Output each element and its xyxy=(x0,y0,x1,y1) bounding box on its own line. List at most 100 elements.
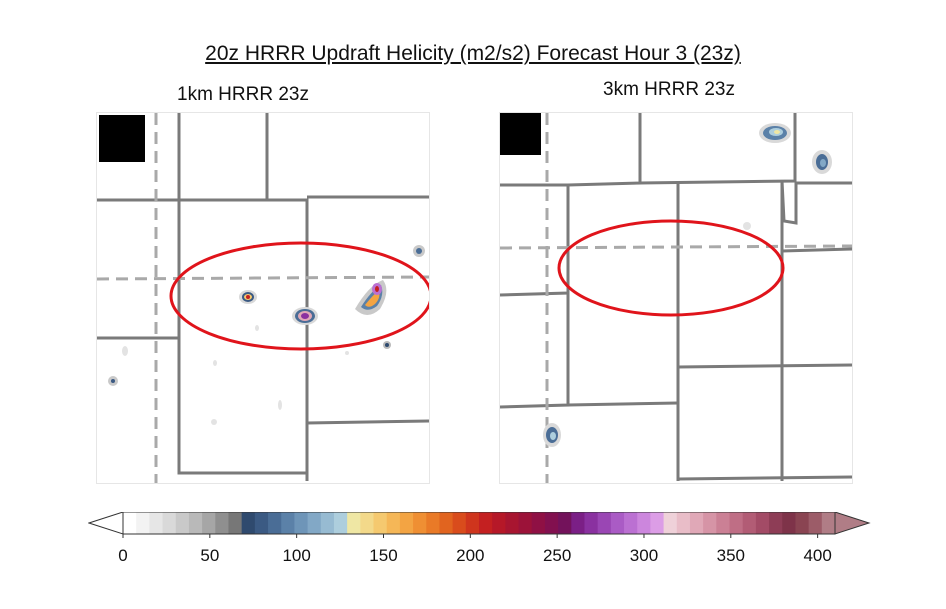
state-line xyxy=(500,244,852,250)
colorbar-svg: 0 50 100 150 200 250 300 350 400 xyxy=(87,511,871,565)
colorbar-swatch xyxy=(413,512,427,534)
mask-block xyxy=(99,115,145,162)
mask-block xyxy=(500,113,541,155)
storm-cell-g xyxy=(759,123,791,143)
county-line xyxy=(677,363,852,369)
colorbar-tick-label: 300 xyxy=(630,546,658,565)
colorbar-swatch xyxy=(821,512,836,534)
target-ellipse xyxy=(557,219,785,317)
colorbar-swatch xyxy=(769,512,783,534)
colorbar-swatch xyxy=(426,512,440,534)
colorbar-swatch xyxy=(650,512,665,534)
colorbar-swatch xyxy=(624,512,638,534)
colorbar-swatch xyxy=(123,512,137,534)
map-panel-1km xyxy=(96,112,430,484)
colorbar-swatch xyxy=(755,512,770,534)
colorbar-swatch xyxy=(597,512,612,534)
colorbar-swatch xyxy=(136,512,150,534)
storm-cell-h xyxy=(812,150,832,174)
faint-echoes xyxy=(122,325,349,425)
colorbar-swatch xyxy=(373,512,388,534)
colorbar-tick-label: 0 xyxy=(118,546,127,565)
colorbar-swatch xyxy=(782,512,796,534)
county-line xyxy=(500,293,570,409)
county-line xyxy=(639,113,797,185)
county-line xyxy=(500,183,570,297)
colorbar-swatch xyxy=(281,512,295,534)
colorbar-extend-min xyxy=(87,511,124,535)
storm-cell-d xyxy=(413,245,425,257)
colorbar-tick-label: 400 xyxy=(803,546,831,565)
map-panel-3km xyxy=(499,112,853,484)
storm-cell-f xyxy=(383,341,391,349)
county-line xyxy=(781,247,852,253)
colorbar-swatch xyxy=(241,512,256,534)
county-line xyxy=(567,401,679,407)
colorbar-swatch xyxy=(333,512,348,534)
colorbar-swatch xyxy=(610,512,625,534)
county-line xyxy=(177,338,307,475)
colorbar-swatch xyxy=(729,512,744,534)
panel-label-3km: 3km HRRR 23z xyxy=(603,79,735,100)
colorbar-swatch xyxy=(320,512,335,534)
colorbar-swatch xyxy=(571,512,585,534)
colorbar-swatch xyxy=(215,512,229,534)
county-line xyxy=(567,113,642,187)
storm-cell-i xyxy=(543,423,561,447)
county-line xyxy=(179,198,309,481)
map-3km-svg xyxy=(500,113,852,483)
colorbar-swatch xyxy=(399,512,414,534)
storm-cell-e xyxy=(108,376,118,386)
colorbar-swatch xyxy=(294,512,309,534)
colorbar-swatch xyxy=(452,512,467,534)
colorbar-swatch xyxy=(162,512,177,534)
colorbar-tick-label: 250 xyxy=(543,546,571,565)
colorbar-swatch xyxy=(479,512,493,534)
county-line xyxy=(306,419,429,425)
county-lines xyxy=(97,113,429,481)
colorbar-swatch xyxy=(492,512,506,534)
colorbar-swatch xyxy=(254,512,269,534)
colorbar-swatch xyxy=(465,512,480,534)
colorbar-swatch xyxy=(703,512,717,534)
colorbar-extend-max xyxy=(834,511,871,535)
colorbar-tick-label: 200 xyxy=(456,546,484,565)
colorbar-swatch xyxy=(742,512,757,534)
colorbar-swatch xyxy=(347,512,361,534)
colorbar-swatch xyxy=(558,512,572,534)
state-lines xyxy=(97,113,429,483)
colorbar: 0 50 100 150 200 250 300 350 400 xyxy=(87,511,874,582)
colorbar-tick-label: 350 xyxy=(717,546,745,565)
colorbar-swatch xyxy=(505,512,520,534)
colorbar-swatch xyxy=(663,512,678,534)
colorbar-swatch xyxy=(808,512,823,534)
colorbar-tick-label: 150 xyxy=(369,546,397,565)
storm-cell-a xyxy=(239,290,257,304)
colorbar-tick-label: 50 xyxy=(200,546,219,565)
colorbar-swatch xyxy=(202,512,216,534)
county-line xyxy=(179,113,269,202)
colorbar-swatch xyxy=(676,512,691,534)
colorbar-swatch xyxy=(439,512,454,534)
colorbar-swatch xyxy=(637,512,651,534)
county-line xyxy=(677,475,852,481)
colorbar-swatch xyxy=(716,512,731,534)
colorbar-swatch xyxy=(360,512,375,534)
colorbar-swatch xyxy=(307,512,322,534)
colorbar-swatch xyxy=(584,512,599,534)
map-1km-svg xyxy=(97,113,429,483)
county-lines xyxy=(500,113,852,481)
colorbar-swatch xyxy=(149,512,164,534)
colorbar-swatch xyxy=(518,512,533,534)
storm-cell-c xyxy=(355,280,387,315)
state-lines xyxy=(500,113,852,483)
storm-cell-b xyxy=(292,307,318,325)
colorbar-tick-label: 100 xyxy=(282,546,310,565)
colorbar-swatch xyxy=(228,512,243,534)
county-line xyxy=(780,180,852,225)
colorbar-swatch xyxy=(531,512,546,534)
storm-cell-j xyxy=(743,222,751,230)
colorbar-swatch xyxy=(544,512,559,534)
colorbar-outline xyxy=(122,511,836,535)
colorbar-swatch xyxy=(188,512,203,534)
